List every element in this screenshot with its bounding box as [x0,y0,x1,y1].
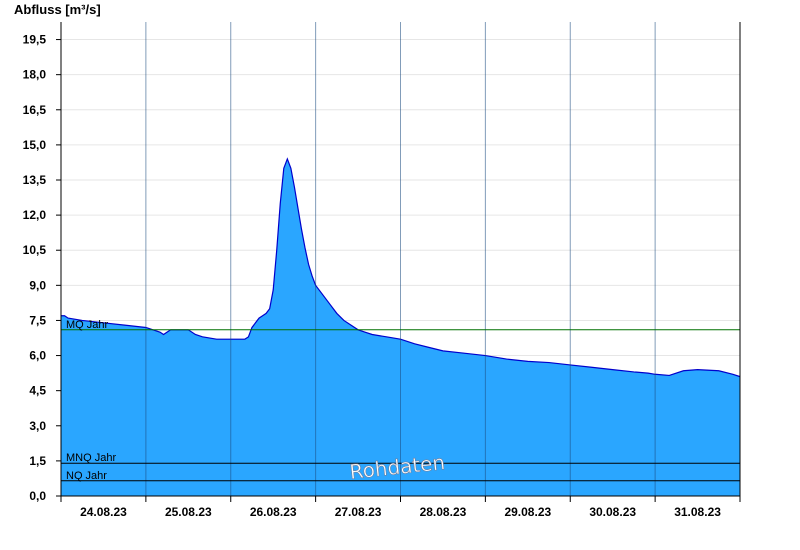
y-tick-label: 18,0 [23,68,47,82]
y-tick-label: 19,5 [23,33,47,47]
x-tick-label: 24.08.23 [80,505,127,519]
x-tick-label: 29.08.23 [504,505,551,519]
y-tick-label: 15,0 [23,138,47,152]
y-tick-label: 12,0 [23,208,47,222]
reference-label: NQ Jahr [66,470,107,482]
reference-lines: MQ Jahr MNQ Jahr NQ Jahr [61,319,740,482]
y-tick-label: 13,5 [23,173,47,187]
y-tick-label: 16,5 [23,103,47,117]
x-tick-label: 30.08.23 [589,505,636,519]
y-tick-label: 9,0 [29,278,46,292]
x-tick-label: 26.08.23 [250,505,297,519]
y-tick-label: 6,0 [29,349,46,363]
y-tick-label: 4,5 [29,384,46,398]
x-tick-label: 27.08.23 [335,505,382,519]
x-tick-label: 31.08.23 [674,505,721,519]
y-tick-labels: 0,0 1,5 3,0 4,5 6,0 7,5 9,0 10,5 12,0 13,5 15,0 16,… [23,33,61,503]
y-axis-label: Abfluss [m³/s] [14,2,101,17]
y-tick-label: 3,0 [29,419,46,433]
x-tick-label: 28.08.23 [420,505,467,519]
x-tick-labels: 24.08.23 25.08.23 26.08.23 27.08.23 28.08.23… [60,496,741,519]
y-tick-label: 0,0 [29,489,46,503]
y-tick-label: 7,5 [29,313,46,327]
y-tick-label: 1,5 [29,454,46,468]
x-tick-label: 25.08.23 [165,505,212,519]
reference-label: MQ Jahr [66,319,109,331]
day-separators [145,22,656,496]
reference-label: MNQ Jahr [66,452,116,464]
y-tick-label: 10,5 [23,243,47,257]
